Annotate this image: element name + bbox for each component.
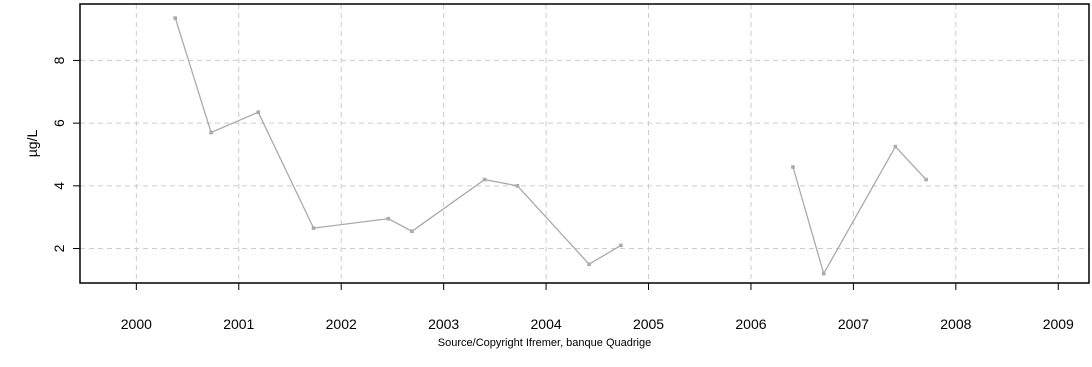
data-point bbox=[256, 110, 261, 114]
x-axis: 2000 2001 2002 2003 2004 2005 2006 2007 2008 2009 bbox=[121, 283, 1074, 332]
data-point bbox=[893, 144, 898, 149]
x-tick-label: 2001 bbox=[223, 316, 254, 332]
x-tick-label: 2000 bbox=[121, 316, 152, 332]
data-point bbox=[209, 130, 213, 135]
y-tick-label: 4 bbox=[51, 182, 67, 190]
data-point bbox=[924, 177, 928, 182]
x-tick-label: 2005 bbox=[633, 316, 664, 332]
plot-frame bbox=[79, 3, 1090, 284]
x-tick-label: 2003 bbox=[428, 316, 459, 332]
x-tick-label: 2004 bbox=[531, 316, 562, 332]
grid bbox=[80, 4, 1089, 283]
data-point bbox=[515, 184, 520, 188]
series-line-segment-2 bbox=[792, 145, 927, 276]
series-points bbox=[173, 16, 928, 276]
data-point bbox=[410, 229, 414, 234]
x-tick-label: 2007 bbox=[838, 316, 869, 332]
data-point bbox=[619, 243, 623, 248]
x-tick-label: 2002 bbox=[326, 316, 357, 332]
data-point bbox=[311, 226, 316, 230]
y-tick-label: 6 bbox=[51, 119, 67, 127]
data-point bbox=[386, 216, 391, 221]
series-line-segment-1 bbox=[174, 17, 622, 266]
y-tick-label: 8 bbox=[51, 56, 67, 64]
x-tick-label: 2008 bbox=[940, 316, 971, 332]
data-point bbox=[791, 165, 795, 169]
x-tick-label: 2009 bbox=[1043, 316, 1074, 332]
source-caption: Source/Copyright Ifremer, banque Quadrig… bbox=[438, 337, 651, 349]
x-tick-label: 2006 bbox=[735, 316, 766, 332]
data-point bbox=[173, 16, 178, 20]
y-tick-label: 2 bbox=[51, 244, 67, 252]
data-point bbox=[587, 262, 591, 266]
y-axis-title: µg/L bbox=[24, 130, 40, 158]
y-axis: 2 4 6 8 bbox=[51, 56, 80, 252]
data-point bbox=[821, 271, 826, 276]
series-lines bbox=[174, 17, 927, 276]
data-point bbox=[482, 177, 487, 182]
